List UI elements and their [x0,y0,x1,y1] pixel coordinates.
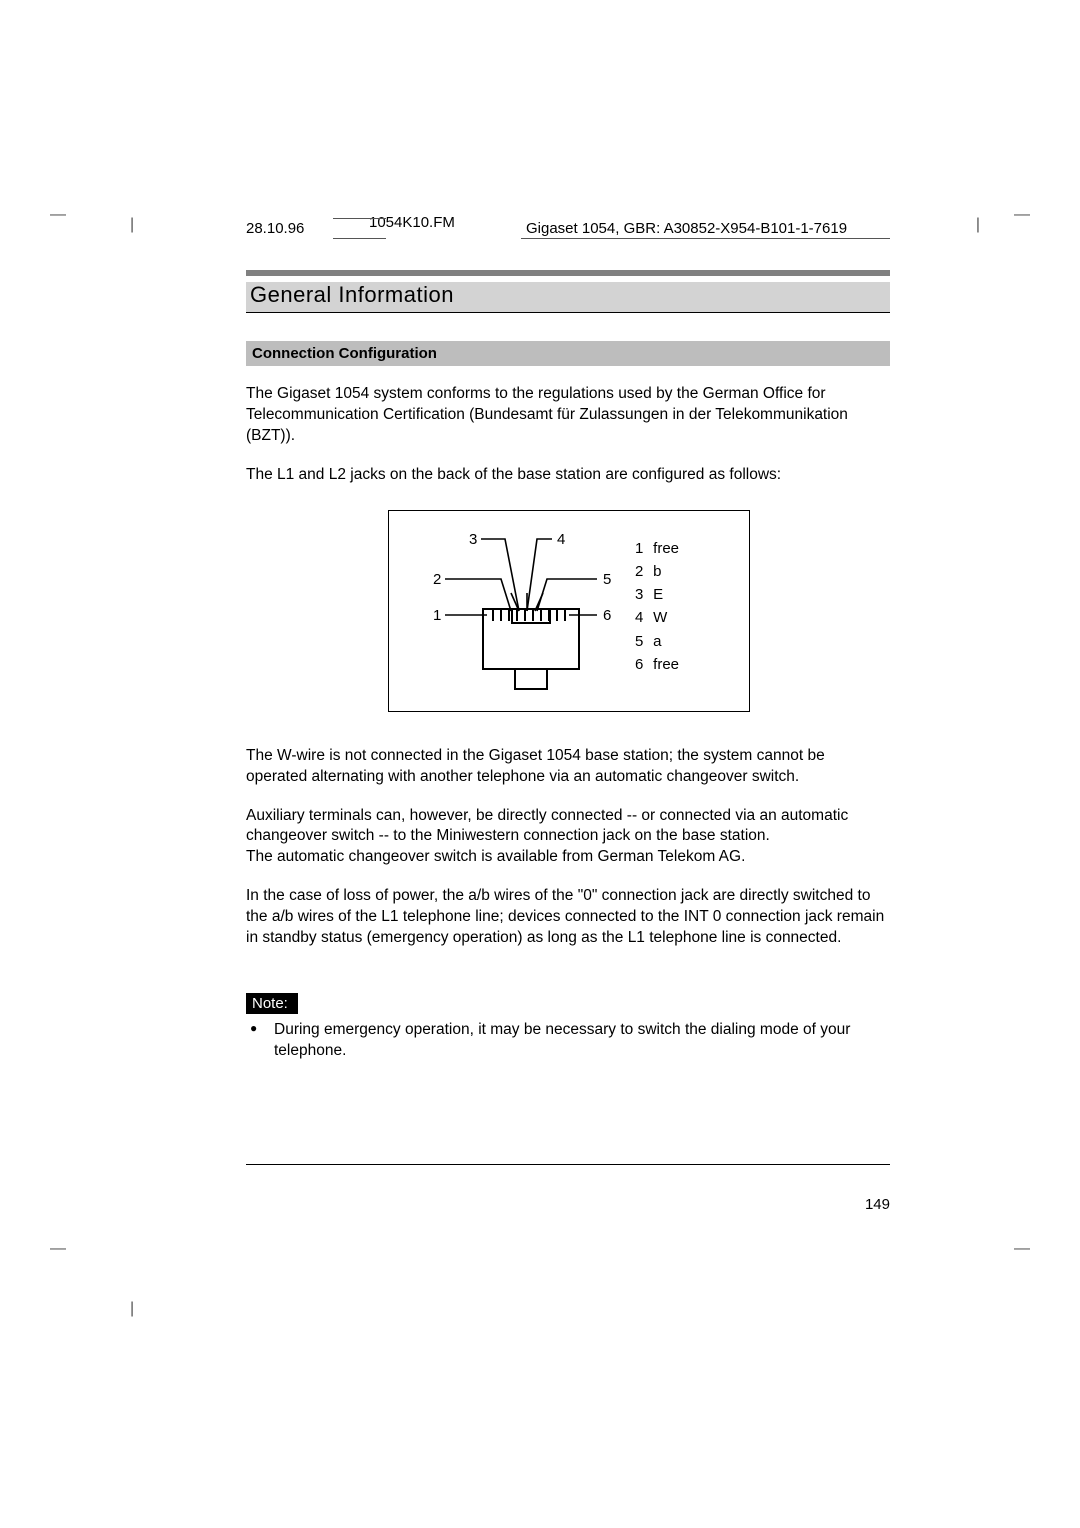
crop-mark: | [130,1300,134,1318]
pin-legend-row: 6 free [635,653,679,676]
header-line [521,238,890,239]
callout-label: 6 [603,607,611,624]
callout-label: 5 [603,571,611,588]
footer-rule [246,1164,890,1165]
header-file: 1054K10.FM [369,214,455,231]
callout-label: 1 [433,607,441,624]
callout-label: 2 [433,571,441,588]
crop-mark: — [1014,1240,1030,1258]
section-rule-bottom [246,312,890,313]
crop-mark: | [130,216,134,234]
header-line [333,218,386,219]
header-date: 28.10.96 [246,220,304,237]
body-paragraph: In the case of loss of power, the a/b wi… [246,886,890,949]
header-line [333,238,386,239]
header-doc: Gigaset 1054, GBR: A30852-X954-B101-1-76… [526,220,847,237]
callout-label: 4 [557,531,565,548]
pin-legend: 1 free 2 b 3 E 4 W 5 a 6 free [635,537,679,677]
body-paragraph: The L1 and L2 jacks on the back of the b… [246,465,890,486]
note-item: During emergency operation, it may be ne… [274,1020,890,1062]
jack-figure: 1 2 3 4 5 6 1 free 2 b 3 E 4 W 5 a 6 fre… [388,510,748,712]
crop-mark: — [50,1240,66,1258]
pin-legend-row: 2 b [635,560,679,583]
note-badge: Note: [246,993,298,1014]
page-number: 149 [865,1196,890,1213]
section-title: General Information [246,282,890,312]
pin-legend-row: 5 a [635,630,679,653]
body-paragraph: The Gigaset 1054 system conforms to the … [246,384,890,447]
body-paragraph: The W-wire is not connected in the Gigas… [246,746,890,788]
crop-mark: — [50,206,66,224]
pin-legend-row: 3 E [635,583,679,606]
pin-legend-row: 4 W [635,606,679,629]
section-rule-top [246,270,890,276]
subsection-heading: Connection Configuration [246,341,890,366]
crop-mark: | [976,216,980,234]
crop-mark: — [1014,206,1030,224]
callout-label: 3 [469,531,477,548]
pin-legend-row: 1 free [635,537,679,560]
jack-diagram-svg: 1 2 3 4 5 6 [397,519,627,703]
body-paragraph: Auxiliary terminals can, however, be dir… [246,806,890,869]
